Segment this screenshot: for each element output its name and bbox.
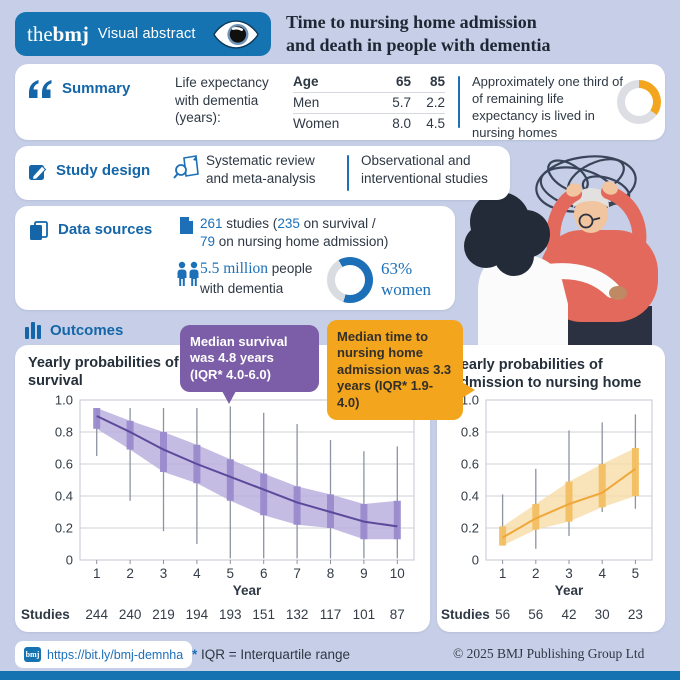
- data-sources-section-label: Data sources: [28, 221, 152, 241]
- svg-text:56: 56: [528, 607, 543, 622]
- svg-text:0.4: 0.4: [55, 489, 73, 504]
- studies-count-text: 261 studies (235 on survival / 79 on nur…: [200, 216, 389, 250]
- svg-text:2: 2: [532, 566, 540, 581]
- women-percent-label: 63% women: [381, 259, 432, 300]
- svg-text:0: 0: [66, 553, 73, 568]
- svg-text:0.2: 0.2: [461, 521, 479, 536]
- footer-link-pill[interactable]: bmj https://bit.ly/bmj-demnha: [15, 641, 193, 668]
- survival-chart: 0 0.2 0.4 0.6 0.8 1.0 1 2 3 4 5 6 7 8 9 10 Year Studies 24…: [21, 393, 415, 622]
- outcomes-section-label: Outcomes: [25, 322, 123, 339]
- summary-divider: [458, 76, 460, 128]
- svg-text:Studies: Studies: [441, 607, 490, 622]
- people-icon: [177, 261, 199, 286]
- svg-text:0: 0: [472, 553, 479, 568]
- svg-text:101: 101: [353, 607, 376, 622]
- bar-chart-icon: [25, 322, 41, 339]
- summary-note: Approximately one third of of remaining …: [472, 74, 624, 140]
- svg-text:4: 4: [193, 566, 201, 581]
- copyright: © 2025 BMJ Publishing Group Ltd: [453, 646, 645, 661]
- svg-text:0.4: 0.4: [461, 489, 479, 504]
- svg-text:194: 194: [186, 607, 209, 622]
- svg-text:3: 3: [160, 566, 168, 581]
- study-design-card: [15, 146, 510, 200]
- quote-icon: [29, 80, 52, 98]
- svg-text:9: 9: [360, 566, 368, 581]
- page-title: Time to nursing home admission and death…: [286, 12, 551, 55]
- svg-text:42: 42: [561, 607, 576, 622]
- survival-callout: Median survival was 4.8 years (IQR* 4.0-…: [180, 325, 319, 405]
- data-sources-card: [15, 206, 455, 310]
- bmj-mini-logo-icon: bmj: [24, 647, 41, 662]
- eye-icon: [213, 19, 259, 49]
- review-search-icon: [173, 155, 199, 179]
- survival-chart-title: Yearly probabilities of survival: [28, 355, 179, 390]
- svg-text:10: 10: [390, 566, 405, 581]
- bottom-accent-bar: [0, 671, 680, 680]
- study-design-section-label: Study design: [28, 162, 150, 182]
- svg-text:Studies: Studies: [21, 607, 70, 622]
- study-design-item-1: Systematic review and meta-analysis: [206, 153, 316, 186]
- iqr-footnote: * IQR = Interquartile range: [192, 647, 350, 662]
- one-third-donut-chart: [617, 80, 661, 124]
- svg-text:1: 1: [93, 566, 101, 581]
- bmj-brand-badge: the bmj Visual abstract: [15, 12, 271, 56]
- summary-section-label: Summary: [28, 80, 130, 98]
- svg-text:8: 8: [327, 566, 335, 581]
- svg-text:30: 30: [595, 607, 610, 622]
- svg-text:56: 56: [495, 607, 510, 622]
- svg-text:193: 193: [219, 607, 242, 622]
- brand-the: the: [27, 21, 53, 46]
- women-percent-donut-chart: [327, 257, 373, 303]
- svg-text:4: 4: [598, 566, 606, 581]
- svg-text:0.6: 0.6: [461, 457, 479, 472]
- svg-text:2: 2: [126, 566, 134, 581]
- brand-label: Visual abstract: [97, 26, 196, 42]
- document-icon: [180, 217, 193, 234]
- life-expectancy-table: Age 65 85 Men 5.7 2.2 Women 8.0 4.5: [293, 72, 445, 131]
- svg-text:87: 87: [390, 607, 405, 622]
- svg-text:240: 240: [119, 607, 142, 622]
- svg-text:1.0: 1.0: [55, 393, 73, 408]
- admission-callout: Median time to nursing home admission wa…: [327, 320, 475, 420]
- svg-text:219: 219: [152, 607, 175, 622]
- svg-text:244: 244: [85, 607, 108, 622]
- svg-text:5: 5: [227, 566, 235, 581]
- illustration-caregiver-patient: [464, 155, 658, 350]
- documents-icon: [30, 221, 48, 240]
- footer-link[interactable]: https://bit.ly/bmj-demnha: [47, 647, 184, 662]
- svg-text:5: 5: [632, 566, 640, 581]
- svg-text:0.8: 0.8: [55, 425, 73, 440]
- people-count-text: 5.5 million people with dementia: [200, 260, 313, 296]
- svg-text:0.8: 0.8: [461, 425, 479, 440]
- study-design-divider: [347, 155, 349, 191]
- svg-text:117: 117: [320, 607, 342, 622]
- svg-text:6: 6: [260, 566, 268, 581]
- summary-intro: Life expectancy with dementia (years):: [175, 75, 269, 126]
- svg-text:3: 3: [565, 566, 573, 581]
- caregiver-figure: [464, 192, 627, 350]
- pencil-icon: [29, 165, 47, 181]
- svg-text:Year: Year: [233, 583, 262, 598]
- svg-text:Year: Year: [555, 583, 584, 598]
- brand-bmj: bmj: [52, 21, 89, 46]
- svg-text:151: 151: [252, 607, 275, 622]
- svg-text:132: 132: [286, 607, 309, 622]
- svg-text:0.2: 0.2: [55, 521, 73, 536]
- admission-chart-title: Yearly probabilities of admission to nur…: [452, 357, 642, 392]
- svg-text:1: 1: [499, 566, 507, 581]
- study-design-item-2: Observational and interventional studies: [361, 153, 488, 186]
- svg-text:23: 23: [628, 607, 643, 622]
- svg-text:7: 7: [293, 566, 301, 581]
- svg-text:0.6: 0.6: [55, 457, 73, 472]
